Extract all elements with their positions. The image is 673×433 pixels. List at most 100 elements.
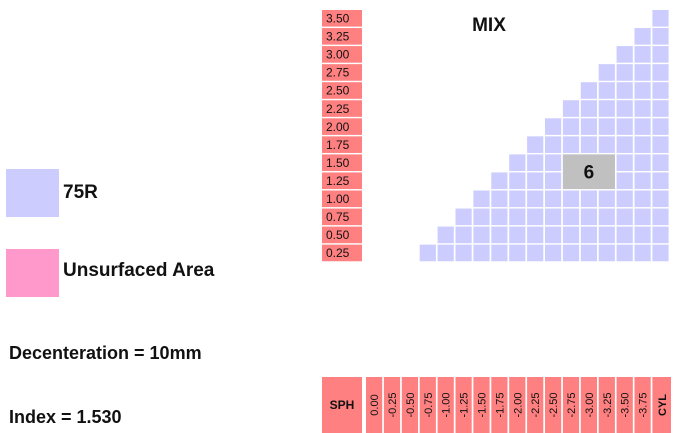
grid-cell <box>562 226 580 244</box>
grid-cell <box>580 190 597 208</box>
grid-cell <box>652 100 669 117</box>
cyl-col-label-bg <box>598 377 615 433</box>
sph-row-label-bg <box>322 190 362 208</box>
sph-row-label: 2.75 <box>326 66 350 80</box>
sph-row-label: 0.50 <box>326 228 350 242</box>
grid-cell <box>634 208 651 226</box>
grid-cell <box>652 226 669 244</box>
cyl-axis-label: CYL <box>657 394 669 416</box>
grid-cell <box>616 208 633 226</box>
cyl-col-label: -3.50 <box>620 392 632 417</box>
grid-cell <box>634 64 651 81</box>
cyl-col-label: -2.50 <box>548 392 560 417</box>
grid-cell <box>652 190 669 208</box>
grid-cell <box>616 226 633 244</box>
cyl-col-label: -2.25 <box>530 392 542 417</box>
sph-row-label: 0.75 <box>326 210 350 224</box>
sph-row-label: 3.50 <box>326 12 350 26</box>
grid-cell <box>580 100 597 117</box>
grid-cell <box>652 208 669 226</box>
cyl-col-label-bg <box>383 377 401 433</box>
grid-cell <box>598 100 615 117</box>
sph-row-label: 3.25 <box>326 30 350 44</box>
grid-cell <box>652 154 669 171</box>
grid-cell <box>491 172 508 190</box>
decenteration-text: Decenteration = 10mm <box>9 343 202 363</box>
cyl-col-label: -3.75 <box>638 392 650 417</box>
cyl-col-label: -0.50 <box>405 392 417 417</box>
grid-cell <box>491 190 508 208</box>
sph-row-label-bg <box>322 118 362 135</box>
sph-row-label-bg <box>322 100 362 117</box>
grid-cell <box>634 190 651 208</box>
sph-row-label: 1.75 <box>326 138 350 152</box>
grid-cell <box>634 136 651 153</box>
sph-row-label: 2.00 <box>326 120 350 134</box>
chart-title: MIX <box>472 15 506 36</box>
grid-cell <box>419 244 436 262</box>
grid-cell <box>473 190 490 208</box>
cyl-col-label-bg <box>419 377 436 433</box>
grid-cell <box>598 226 615 244</box>
grid-cell <box>509 172 526 190</box>
grid-cell <box>598 244 615 262</box>
grid-cell <box>545 154 562 171</box>
grid-cell <box>634 226 651 244</box>
grid-cell <box>652 118 669 135</box>
grid-cell <box>652 244 669 262</box>
cyl-col-label-bg <box>509 377 526 433</box>
grid-cell <box>652 136 669 153</box>
grid-cell <box>616 82 633 99</box>
grid-cell <box>580 118 597 135</box>
grid-cell <box>527 244 544 262</box>
grid-cell <box>580 82 597 99</box>
grid-cell <box>527 172 544 190</box>
sph-row-label: 3.00 <box>326 48 350 62</box>
cyl-col-label: -2.00 <box>512 392 524 417</box>
sph-row-label-bg <box>322 172 362 190</box>
cyl-col-label: 0.00 <box>369 394 381 415</box>
grid-cell <box>652 46 669 63</box>
grid-cell <box>562 190 580 208</box>
grid-cell <box>545 208 562 226</box>
grid-cell <box>580 136 597 153</box>
grid-cell <box>545 226 562 244</box>
sph-row-label-bg <box>322 10 362 27</box>
grid-cell <box>509 226 526 244</box>
index-text: Index = 1.530 <box>9 407 122 427</box>
grid-cell <box>616 100 633 117</box>
sph-row-label-bg <box>322 136 362 153</box>
grid-cell <box>634 118 651 135</box>
cyl-col-label: -0.25 <box>387 392 399 417</box>
sph-row-label: 2.50 <box>326 84 350 98</box>
cyl-col-label: -1.25 <box>459 392 471 417</box>
legend-label-unsurfaced: Unsurfaced Area <box>63 260 215 281</box>
grid-cell <box>509 190 526 208</box>
sph-row-label-bg <box>322 208 362 226</box>
grid-cell <box>437 226 454 244</box>
grid-cell <box>545 118 562 135</box>
grid-cell <box>562 208 580 226</box>
grid-cell <box>491 226 508 244</box>
cyl-col-label: -0.75 <box>423 392 435 417</box>
legend-swatch-75r <box>6 169 59 217</box>
sph-row-label: 0.25 <box>326 246 350 260</box>
grid-cell <box>509 208 526 226</box>
cyl-col-label-bg <box>616 377 633 433</box>
grid-cell <box>652 82 669 99</box>
grid-cell <box>580 244 597 262</box>
grid-cell <box>634 100 651 117</box>
grid-cell <box>545 244 562 262</box>
grid-cell <box>527 154 544 171</box>
cyl-col-label-bg <box>366 377 383 433</box>
sph-row-label-bg <box>322 82 362 99</box>
cyl-col-label-bg <box>437 377 454 433</box>
cyl-col-label: -3.00 <box>584 392 596 417</box>
cyl-col-label-bg <box>634 377 651 433</box>
grid-cell <box>545 136 562 153</box>
sph-row-label-bg <box>322 244 362 262</box>
sph-row-label-bg <box>322 28 362 45</box>
grid-cell <box>491 244 508 262</box>
grid-cell <box>652 28 669 45</box>
sph-row-label-bg <box>322 154 362 171</box>
